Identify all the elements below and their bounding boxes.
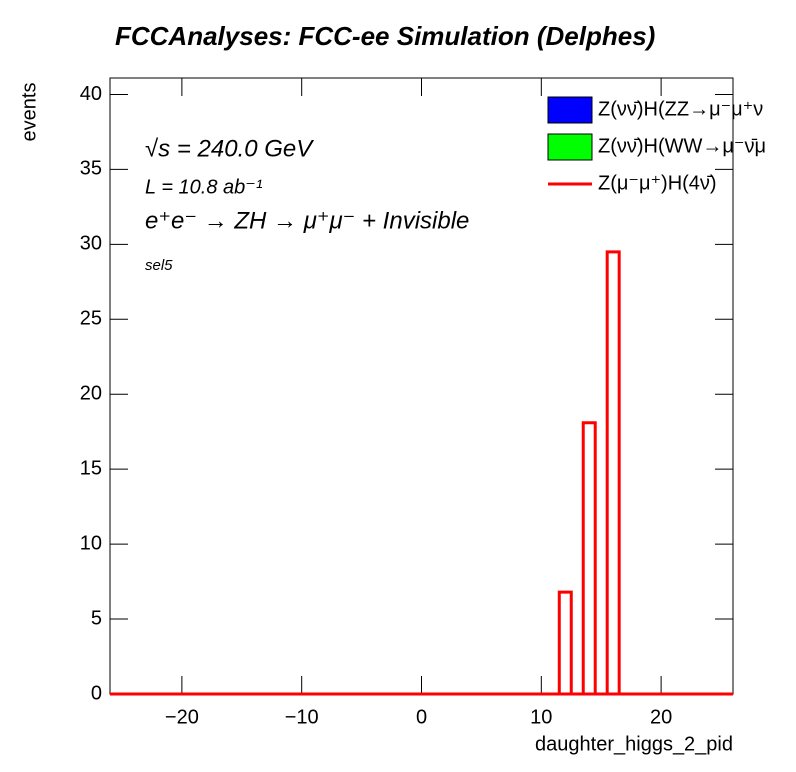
legend-label: Z(νν̄)H(ZZ→μ⁻μ⁺ν bbox=[598, 98, 763, 120]
histogram-bar bbox=[557, 590, 573, 694]
histogram-bar bbox=[605, 250, 621, 694]
y-tick-label: 10 bbox=[80, 532, 102, 554]
x-axis-label: daughter_higgs_2_pid bbox=[535, 733, 733, 755]
y-tick-label: 40 bbox=[80, 83, 102, 105]
legend-label: Z(μ⁻μ⁺)H(4ν̄) bbox=[598, 172, 717, 194]
annotation: L = 10.8 ab⁻¹ bbox=[145, 176, 263, 198]
annotation: sel5 bbox=[145, 257, 173, 274]
y-tick-label: 35 bbox=[80, 158, 102, 180]
x-tick-label: −20 bbox=[165, 706, 199, 728]
x-tick-label: 0 bbox=[416, 706, 427, 728]
annotation: e⁺e⁻ → ZH → μ⁺μ⁻ + Invisible bbox=[145, 207, 469, 234]
y-tick-label: 20 bbox=[80, 383, 102, 405]
y-axis-label: events bbox=[18, 83, 40, 142]
y-tick-label: 30 bbox=[80, 233, 102, 255]
histogram-bar bbox=[581, 421, 597, 694]
annotation: √s = 240.0 GeV bbox=[145, 135, 314, 162]
x-tick-label: −10 bbox=[285, 706, 319, 728]
legend-swatch bbox=[547, 96, 593, 124]
plot-frame bbox=[109, 77, 734, 695]
chart-title: FCCAnalyses: FCC-ee Simulation (Delphes) bbox=[115, 21, 655, 51]
y-tick-label: 0 bbox=[91, 682, 102, 704]
legend-label: Z(νν̄)H(WW→μ⁻ν̄μ bbox=[598, 135, 766, 157]
y-tick-label: 15 bbox=[80, 457, 102, 479]
x-tick-label: 20 bbox=[650, 706, 672, 728]
legend-swatch bbox=[547, 133, 593, 161]
y-tick-label: 25 bbox=[80, 308, 102, 330]
y-tick-label: 5 bbox=[91, 607, 102, 629]
x-tick-label: 10 bbox=[530, 706, 552, 728]
